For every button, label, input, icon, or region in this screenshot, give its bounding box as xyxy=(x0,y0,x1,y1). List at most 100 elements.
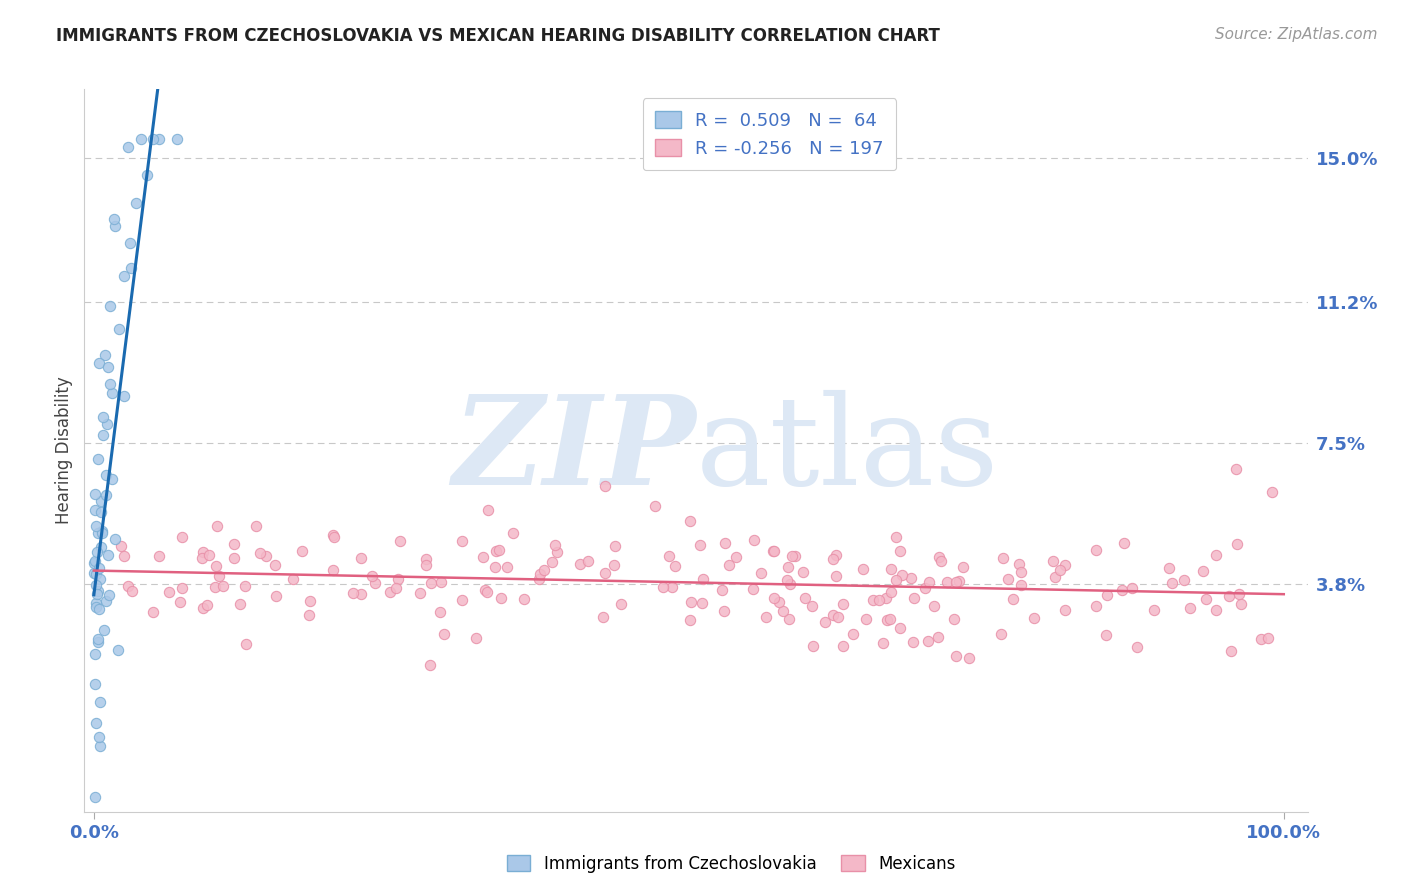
Point xyxy=(801,640,824,654)
Point xyxy=(842,626,865,640)
Point xyxy=(543,538,565,552)
Point xyxy=(100,472,122,486)
Point xyxy=(98,376,121,391)
Point xyxy=(91,409,114,424)
Point xyxy=(890,568,912,582)
Point xyxy=(917,575,939,590)
Point xyxy=(488,543,510,558)
Point xyxy=(419,575,441,590)
Point xyxy=(169,595,191,609)
Point xyxy=(1205,549,1227,563)
Point xyxy=(1084,543,1107,558)
Point xyxy=(901,634,924,648)
Point xyxy=(1261,485,1284,500)
Point xyxy=(1042,554,1064,568)
Point xyxy=(90,505,112,519)
Point xyxy=(90,524,112,539)
Point xyxy=(576,554,599,568)
Point xyxy=(91,427,114,442)
Point xyxy=(1010,566,1032,580)
Point xyxy=(471,549,494,564)
Point xyxy=(889,544,911,558)
Point xyxy=(1010,577,1032,591)
Point xyxy=(87,634,110,648)
Point xyxy=(477,502,499,516)
Point xyxy=(679,514,702,528)
Point xyxy=(928,549,950,564)
Point xyxy=(657,549,679,563)
Point xyxy=(755,609,778,624)
Point xyxy=(489,591,512,605)
Point xyxy=(364,575,387,590)
Point xyxy=(191,545,214,559)
Point xyxy=(245,519,267,533)
Point xyxy=(415,558,437,572)
Point xyxy=(603,558,626,572)
Point xyxy=(889,621,911,635)
Point xyxy=(610,597,633,611)
Point xyxy=(222,550,245,565)
Point xyxy=(1226,536,1249,550)
Point xyxy=(90,526,112,541)
Point xyxy=(484,560,506,574)
Point xyxy=(235,637,257,651)
Point xyxy=(540,555,562,569)
Point xyxy=(94,488,117,502)
Point xyxy=(450,593,472,607)
Point xyxy=(409,586,432,600)
Point xyxy=(118,236,141,251)
Point xyxy=(1220,644,1243,658)
Point xyxy=(264,589,287,603)
Point xyxy=(1053,603,1076,617)
Point xyxy=(793,591,815,605)
Point xyxy=(1143,603,1166,617)
Point xyxy=(1095,628,1118,642)
Point xyxy=(142,131,165,145)
Point xyxy=(84,554,107,568)
Point xyxy=(749,566,772,580)
Point xyxy=(879,612,901,626)
Point xyxy=(283,572,305,586)
Point xyxy=(880,585,903,599)
Point xyxy=(568,558,591,572)
Point xyxy=(112,389,135,403)
Point xyxy=(104,219,127,233)
Point xyxy=(86,586,108,600)
Point xyxy=(148,549,170,563)
Point xyxy=(1095,588,1118,602)
Point xyxy=(195,598,218,612)
Point xyxy=(952,559,974,574)
Point xyxy=(322,528,344,542)
Point xyxy=(679,595,702,609)
Point xyxy=(800,599,823,614)
Point xyxy=(1001,591,1024,606)
Point xyxy=(496,560,519,574)
Point xyxy=(900,571,922,585)
Point xyxy=(475,585,498,599)
Point xyxy=(945,649,967,664)
Point xyxy=(84,566,107,581)
Point xyxy=(502,525,524,540)
Point xyxy=(914,581,936,595)
Point xyxy=(93,624,115,638)
Point xyxy=(222,537,245,551)
Point xyxy=(527,572,550,586)
Point xyxy=(384,581,406,595)
Point xyxy=(1157,561,1180,575)
Point xyxy=(89,540,111,554)
Point xyxy=(142,606,165,620)
Point xyxy=(1084,599,1107,613)
Point xyxy=(90,494,112,508)
Point xyxy=(872,636,894,650)
Point xyxy=(84,486,107,500)
Point xyxy=(991,551,1014,566)
Point xyxy=(204,580,226,594)
Point xyxy=(100,386,122,401)
Point xyxy=(876,613,898,627)
Point xyxy=(172,530,194,544)
Point xyxy=(433,627,456,641)
Point xyxy=(1173,573,1195,587)
Point xyxy=(644,499,666,513)
Point xyxy=(415,552,437,566)
Point xyxy=(778,612,800,626)
